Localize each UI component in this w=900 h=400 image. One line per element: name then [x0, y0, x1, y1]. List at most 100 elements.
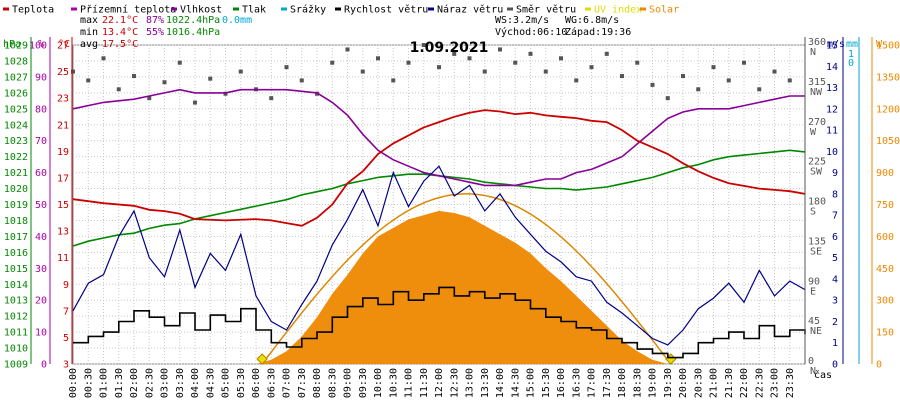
humidity-axis-tick: 60 [35, 168, 47, 179]
pressure-axis-tick: 1028 [4, 56, 28, 67]
time-axis-tick: 13:00 [465, 368, 476, 398]
stat-avg-temp: 17.5°C [102, 39, 138, 50]
stat-ws: WS:3.2m/s [495, 15, 549, 26]
humidity-axis: 0 10 20 30 40 50 60 70 80 90 100 [29, 37, 51, 371]
legend-label: Vlhkost [180, 5, 222, 16]
wind-axis-tick: 12 [826, 104, 838, 115]
time-axis-tick: 12:00 [434, 368, 445, 398]
time-axis-tick: 05:00 [221, 368, 232, 398]
legend-label: Srážky [290, 4, 326, 16]
wind-direction-point [620, 74, 624, 79]
direction-axis-compass: NE [810, 326, 822, 337]
chart-date-title: 1.09.2021 [410, 40, 489, 56]
pressure-axis-tick: 1021 [4, 168, 28, 179]
direction-axis-tick: 180 [808, 197, 826, 208]
wind-axis-tick: 4 [832, 274, 838, 285]
pressure-axis-tick: 1026 [4, 88, 28, 99]
stat-rain: 0.0mm [222, 15, 252, 26]
time-axis-tick: 18:30 [632, 368, 643, 398]
wind-direction-point [299, 78, 304, 83]
wind-axis-tick: 15 [826, 41, 838, 52]
pressure-axis-tick: 1011 [4, 328, 28, 339]
time-axis-tick: 01:00 [99, 368, 110, 398]
time-axis-tick: 21:00 [709, 368, 720, 398]
humidity-axis-tick: 40 [35, 232, 47, 243]
direction-axis-tick: 225 [808, 157, 826, 168]
wind-axis-tick: 5 [832, 253, 838, 264]
time-axis-tick: 22:00 [739, 368, 750, 398]
wind-direction-point [726, 78, 731, 83]
wind-direction-point [177, 60, 182, 65]
time-axis: 00:00 00:30 01:00 01:30 02:00 02:30 03:00 03:30… [68, 368, 796, 398]
solar-axis-tick: 1350 [876, 72, 900, 83]
pressure-axis-tick: 1020 [4, 184, 28, 195]
wind-direction-point [711, 65, 716, 70]
time-axis-tick: 02:00 [129, 368, 140, 398]
time-axis-tick: 03:00 [160, 368, 171, 398]
legend-label: UV index [594, 5, 642, 16]
time-axis-tick: 15:30 [541, 368, 552, 398]
time-axis-tick: 20:30 [693, 368, 704, 398]
wind-direction-point [757, 87, 762, 92]
temperature-axis-tick: 19 [57, 147, 69, 158]
wind-direction-point [559, 56, 563, 61]
wind-speed-series [73, 286, 806, 359]
pressure-axis-tick: 1015 [4, 264, 28, 275]
time-axis-tick: 22:30 [754, 368, 765, 398]
humidity-series [72, 88, 805, 187]
humidity-axis-tick: 70 [35, 136, 47, 147]
temperature-axis-tick: 25 [57, 67, 69, 78]
axis-title-rain: mm [846, 39, 858, 50]
wind-axis-tick: 2 [832, 317, 838, 328]
pressure-axis-tick: 1019 [4, 200, 28, 211]
pressure-axis-tick: 1027 [4, 72, 28, 83]
humidity-axis-tick: 50 [35, 200, 47, 211]
stat-max-press: 1022.4hPa [166, 15, 220, 26]
wind-direction-point [437, 65, 441, 70]
wind-direction-point [284, 65, 289, 70]
wind-direction-point [223, 91, 228, 96]
time-axis-tick: 12:30 [449, 368, 460, 398]
stat-max-temp: 22.1°C [102, 15, 138, 26]
legend-label: Náraz větru [437, 4, 503, 16]
humidity-axis-tick: 20 [35, 296, 47, 307]
direction-axis-compass: N [810, 366, 816, 377]
direction-axis-compass: W [810, 127, 817, 138]
legend-label: Přízemní teplota [80, 4, 176, 16]
pressure-axis-tick: 1017 [4, 232, 28, 243]
solar-axis: 0 150 300 450 600 750 900 1050 1200 1350 1500 [871, 37, 900, 371]
stat-avg-label: avg [80, 39, 98, 50]
wind-axis-tick: 6 [832, 232, 838, 243]
wind-direction-point [574, 78, 579, 83]
pressure-axis-tick: 1024 [4, 120, 28, 131]
direction-axis-tick: 315 [808, 77, 826, 88]
solar-axis-tick: 750 [876, 200, 894, 211]
time-axis-tick: 21:30 [724, 368, 735, 398]
time-axis-tick: 19:00 [648, 368, 659, 398]
humidity-line [72, 88, 805, 187]
wind-direction-point [116, 87, 121, 92]
solar-axis-tick: 300 [876, 296, 894, 307]
wind-direction-point [604, 51, 609, 56]
wind-direction-point [345, 47, 350, 52]
stat-sunrise: Východ:06:10 [495, 26, 567, 38]
wind-axis-tick: 3 [832, 296, 838, 307]
wind-axis-tick: 13 [826, 83, 838, 94]
time-axis-tick: 07:30 [297, 368, 308, 398]
axis-title-pressure: hPa [3, 39, 21, 50]
direction-axis-tick: 360 [808, 37, 826, 48]
time-axis-tick: 07:00 [282, 368, 293, 398]
stat-min-press: 1016.4hPa [166, 27, 220, 38]
temperature-axis-tick: 7 [63, 306, 69, 317]
solar-axis-tick: 150 [876, 328, 894, 339]
humidity-axis-tick: 30 [35, 264, 47, 275]
rain-axis-tick: 1 [848, 49, 854, 60]
wind-axis-tick: 7 [832, 211, 838, 222]
wind-direction-point [665, 96, 670, 101]
wind-axis-tick: 14 [826, 62, 838, 73]
humidity-axis-tick: 100 [29, 41, 47, 52]
pressure-axis-tick: 1010 [4, 344, 28, 355]
pressure-axis-tick: 1009 [4, 360, 28, 371]
